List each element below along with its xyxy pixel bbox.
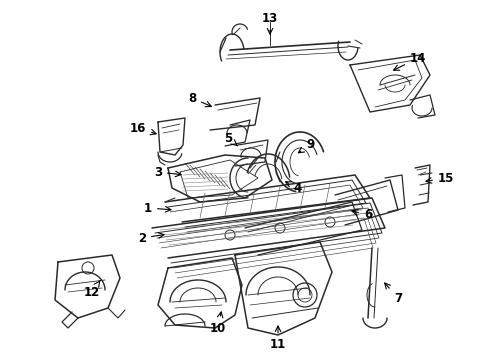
Text: 6: 6 xyxy=(352,208,372,221)
Text: 4: 4 xyxy=(286,181,302,194)
Text: 1: 1 xyxy=(144,202,171,215)
Text: 16: 16 xyxy=(130,122,156,135)
Text: 13: 13 xyxy=(262,12,278,34)
Text: 12: 12 xyxy=(84,280,100,298)
Text: 11: 11 xyxy=(270,326,286,351)
Text: 5: 5 xyxy=(224,131,237,146)
Text: 7: 7 xyxy=(385,283,402,305)
Text: 2: 2 xyxy=(138,231,164,244)
Text: 8: 8 xyxy=(188,91,211,107)
Text: 15: 15 xyxy=(426,171,454,184)
Text: 9: 9 xyxy=(298,139,314,153)
Text: 10: 10 xyxy=(210,312,226,334)
Text: 14: 14 xyxy=(393,51,426,70)
Text: 3: 3 xyxy=(154,166,181,179)
